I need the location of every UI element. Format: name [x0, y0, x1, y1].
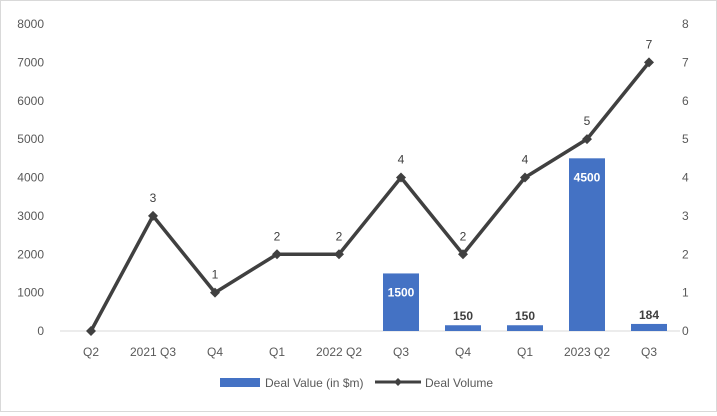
- bar-data-label: 150: [515, 309, 535, 323]
- y-left-tick-label: 1000: [17, 286, 44, 300]
- point-deal-volume: [458, 249, 468, 260]
- x-tick-label: Q3: [641, 345, 657, 359]
- x-tick-label: Q4: [207, 345, 223, 359]
- bar-deal-value: [383, 273, 419, 331]
- y-right-tick-label: 8: [682, 17, 689, 31]
- x-tick-label: Q3: [393, 345, 409, 359]
- x-tick-label: Q4: [455, 345, 471, 359]
- point-deal-volume: [334, 249, 344, 260]
- bar-deal-value: [507, 325, 543, 331]
- line-deal-volume: [89, 61, 651, 332]
- point-data-label: 5: [584, 114, 591, 128]
- y-left-tick-label: 0: [37, 324, 44, 338]
- point-deal-volume: [644, 57, 654, 68]
- legend-marker-deal-volume: [394, 378, 402, 386]
- bar-deal-value: [569, 158, 605, 331]
- chart-legend: Deal Value (in $m) Deal Volume: [220, 376, 493, 390]
- x-tick-label: 2023 Q2: [564, 345, 610, 359]
- point-deal-volume: [582, 134, 592, 145]
- point-data-label: 2: [336, 229, 343, 243]
- point-deal-volume: [86, 326, 96, 336]
- legend-label-deal-volume: Deal Volume: [425, 376, 493, 390]
- y-right-tick-label: 3: [682, 209, 689, 223]
- point-data-label: 2: [274, 229, 281, 243]
- y-right-tick-label: 5: [682, 132, 689, 146]
- bar-data-label: 1500: [388, 285, 415, 299]
- y-left-tick-label: 8000: [17, 17, 44, 31]
- point-data-label: 2: [460, 229, 467, 243]
- point-deal-volume: [148, 210, 158, 221]
- point-data-label: 4: [522, 153, 529, 167]
- point-deal-volume: [210, 287, 220, 298]
- point-data-label: 1: [212, 268, 219, 282]
- point-deal-volume: [272, 249, 282, 260]
- bar-data-label: 184: [639, 308, 659, 322]
- x-tick-label: Q2: [83, 345, 99, 359]
- x-tick-label: 2022 Q2: [316, 345, 362, 359]
- y-left-tick-label: 5000: [17, 132, 44, 146]
- point-data-label: 7: [646, 37, 653, 51]
- x-tick-label: Q1: [517, 345, 533, 359]
- bar-data-label: 4500: [574, 170, 601, 184]
- y-right-tick-label: 0: [682, 324, 689, 338]
- x-tick-label: Q1: [269, 345, 285, 359]
- y-right-tick-label: 2: [682, 247, 689, 261]
- x-tick-label: 2021 Q3: [130, 345, 176, 359]
- y-left-tick-label: 2000: [17, 247, 44, 261]
- y-right-tick-label: 1: [682, 286, 689, 300]
- y-right-tick-label: 6: [682, 94, 689, 108]
- point-deal-volume: [396, 172, 406, 183]
- y-left-tick-label: 3000: [17, 209, 44, 223]
- legend-swatch-deal-value: [220, 378, 260, 387]
- y-left-tick-label: 6000: [17, 94, 44, 108]
- bar-data-label: 150: [453, 309, 473, 323]
- bar-deal-value: [445, 325, 481, 331]
- bar-deal-value: [631, 323, 667, 331]
- point-data-label: 4: [398, 153, 405, 167]
- legend-label-deal-value: Deal Value (in $m): [265, 376, 363, 390]
- y-left-tick-label: 7000: [17, 55, 44, 69]
- y-left-tick-label: 4000: [17, 171, 44, 185]
- y-right-tick-label: 7: [682, 55, 689, 69]
- y-right-tick-label: 4: [682, 171, 689, 185]
- point-data-label: 3: [150, 191, 157, 205]
- point-deal-volume: [520, 172, 530, 183]
